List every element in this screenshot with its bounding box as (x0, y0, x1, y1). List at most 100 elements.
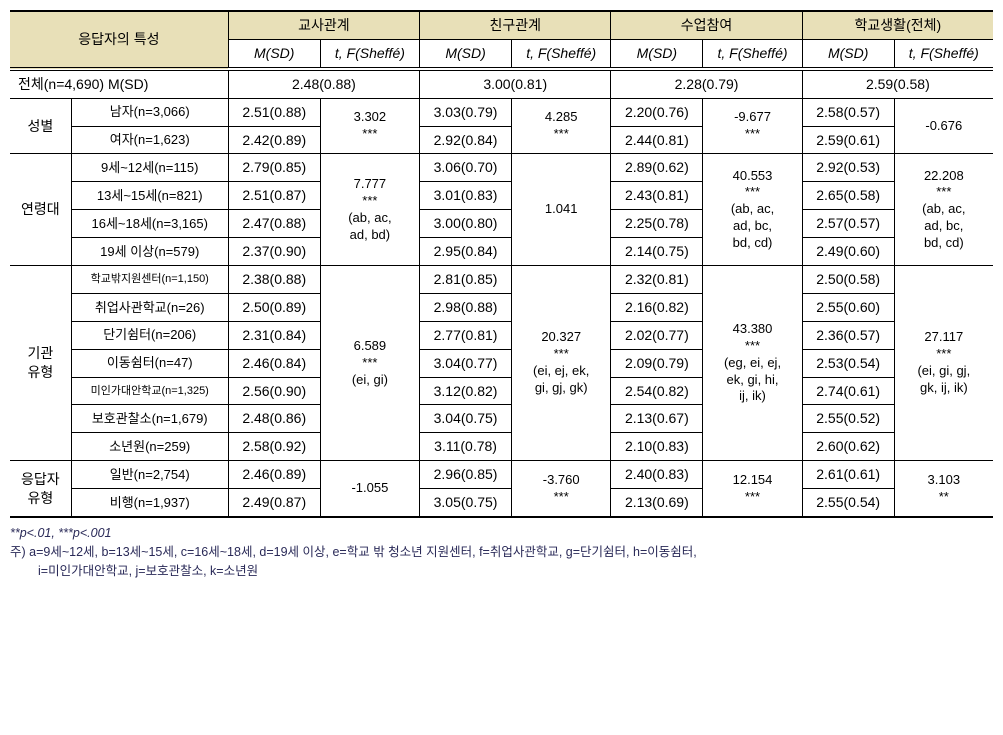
stat-cell: 43.380***(eg, ei, ej,ek, gi, hi,ij, ik) (703, 266, 802, 461)
cell: 2.47(0.88) (228, 210, 320, 238)
stat-cell: 20.327***(ei, ej, ek,gi, gj, gk) (512, 266, 611, 461)
cell: 2.53(0.54) (802, 349, 894, 377)
cell: 2.37(0.90) (228, 238, 320, 266)
row-label: 단기쉼터(n=206) (71, 321, 228, 349)
cell: 2.58(0.57) (802, 98, 894, 126)
total-v1: 2.48(0.88) (228, 69, 419, 98)
total-v3: 2.28(0.79) (611, 69, 802, 98)
cell: 2.40(0.83) (611, 461, 703, 489)
cell: 3.06(0.70) (420, 154, 512, 182)
footnote-block: **p<.01, ***p<.001 i=미인가대안학교, j=보호관찰소, k… (10, 524, 993, 580)
cell: 2.13(0.67) (611, 405, 703, 433)
subheader-tf: t, F(Sheffé) (703, 39, 802, 68)
subheader-msd: M(SD) (802, 39, 894, 68)
table-row: 미인가대안학교(n=1,325) 2.56(0.90) 3.12(0.82) 2… (10, 377, 993, 405)
total-v2: 3.00(0.81) (420, 69, 611, 98)
table-row: 16세~18세(n=3,165) 2.47(0.88) 3.00(0.80) 2… (10, 210, 993, 238)
cell: 2.74(0.61) (802, 377, 894, 405)
cell: 2.09(0.79) (611, 349, 703, 377)
header-col1: 교사관계 (228, 11, 419, 39)
cell: 3.11(0.78) (420, 433, 512, 461)
cell: 2.56(0.90) (228, 377, 320, 405)
cell: 2.98(0.88) (420, 293, 512, 321)
group-resp-label: 응답자유형 (10, 461, 71, 517)
header-col2: 친구관계 (420, 11, 611, 39)
stat-cell: 1.041 (512, 154, 611, 266)
cell: 2.92(0.84) (420, 126, 512, 154)
stat-cell: -0.676 (894, 98, 993, 154)
cell: 2.49(0.87) (228, 489, 320, 517)
cell: 2.55(0.54) (802, 489, 894, 517)
stat-cell: 3.103** (894, 461, 993, 517)
cell: 2.36(0.57) (802, 321, 894, 349)
cell: 2.59(0.61) (802, 126, 894, 154)
row-label: 일반(n=2,754) (71, 461, 228, 489)
row-label: 미인가대안학교(n=1,325) (71, 377, 228, 405)
stat-cell: 6.589***(ei, gi) (320, 266, 419, 461)
cell: 2.51(0.87) (228, 182, 320, 210)
row-label: 19세 이상(n=579) (71, 238, 228, 266)
cell: 3.04(0.75) (420, 405, 512, 433)
cell: 2.79(0.85) (228, 154, 320, 182)
cell: 2.20(0.76) (611, 98, 703, 126)
stat-cell: 7.777***(ab, ac,ad, bd) (320, 154, 419, 266)
stat-cell: -1.055 (320, 461, 419, 517)
table-row: 13세~15세(n=821) 2.51(0.87) 3.01(0.83) 2.4… (10, 182, 993, 210)
cell: 2.32(0.81) (611, 266, 703, 294)
cell: 2.44(0.81) (611, 126, 703, 154)
cell: 2.42(0.89) (228, 126, 320, 154)
row-label: 소년원(n=259) (71, 433, 228, 461)
cell: 3.00(0.80) (420, 210, 512, 238)
group-age-label: 연령대 (10, 154, 71, 266)
table-row: 비행(n=1,937) 2.49(0.87) 3.05(0.75) 2.13(0… (10, 489, 993, 517)
table-row: 보호관찰소(n=1,679) 2.48(0.86) 3.04(0.75) 2.1… (10, 405, 993, 433)
cell: 2.89(0.62) (611, 154, 703, 182)
cell: 3.05(0.75) (420, 489, 512, 517)
subheader-msd: M(SD) (611, 39, 703, 68)
row-label: 13세~15세(n=821) (71, 182, 228, 210)
subheader-msd: M(SD) (420, 39, 512, 68)
row-label: 학교밖지원센터(n=1,150) (71, 266, 228, 294)
subheader-tf: t, F(Sheffé) (320, 39, 419, 68)
stat-cell: -3.760*** (512, 461, 611, 517)
cell: 2.02(0.77) (611, 321, 703, 349)
header-col3: 수업참여 (611, 11, 802, 39)
footnote-legend: 주) a=9세~12세, b=13세~15세, c=16세~18세, d=19세… (10, 543, 993, 562)
subheader-tf: t, F(Sheffé) (512, 39, 611, 68)
cell: 2.55(0.60) (802, 293, 894, 321)
stat-cell: 4.285*** (512, 98, 611, 154)
cell: 2.54(0.82) (611, 377, 703, 405)
cell: 2.50(0.89) (228, 293, 320, 321)
row-label: 여자(n=1,623) (71, 126, 228, 154)
cell: 2.49(0.60) (802, 238, 894, 266)
footnote-legend-cont: i=미인가대안학교, j=보호관찰소, k=소년원 (10, 562, 993, 581)
stat-cell: 3.302*** (320, 98, 419, 154)
table-row: 연령대 9세~12세(n=115) 2.79(0.85) 7.777***(ab… (10, 154, 993, 182)
cell: 3.04(0.77) (420, 349, 512, 377)
cell: 2.16(0.82) (611, 293, 703, 321)
cell: 2.65(0.58) (802, 182, 894, 210)
cell: 2.61(0.61) (802, 461, 894, 489)
subheader-tf: t, F(Sheffé) (894, 39, 993, 68)
total-v4: 2.59(0.58) (802, 69, 993, 98)
cell: 2.92(0.53) (802, 154, 894, 182)
table-row: 이동쉼터(n=47) 2.46(0.84) 3.04(0.77) 2.09(0.… (10, 349, 993, 377)
header-col4: 학교생활(전체) (802, 11, 993, 39)
stats-table: 응답자의 특성 교사관계 친구관계 수업참여 학교생활(전체) M(SD) t,… (10, 10, 993, 518)
cell: 2.13(0.69) (611, 489, 703, 517)
table-row: 19세 이상(n=579) 2.37(0.90) 2.95(0.84) 2.14… (10, 238, 993, 266)
table-row: 취업사관학교(n=26) 2.50(0.89) 2.98(0.88) 2.16(… (10, 293, 993, 321)
table-row: 기관유형 학교밖지원센터(n=1,150) 2.38(0.88) 6.589**… (10, 266, 993, 294)
footnote-sig: **p<.01, ***p<.001 (10, 524, 993, 543)
row-label: 취업사관학교(n=26) (71, 293, 228, 321)
stat-cell: 22.208***(ab, ac,ad, bc,bd, cd) (894, 154, 993, 266)
total-row: 전체(n=4,690) M(SD) 2.48(0.88) 3.00(0.81) … (10, 69, 993, 98)
cell: 3.03(0.79) (420, 98, 512, 126)
row-label: 비행(n=1,937) (71, 489, 228, 517)
row-label: 보호관찰소(n=1,679) (71, 405, 228, 433)
stat-cell: 40.553***(ab, ac,ad, bc,bd, cd) (703, 154, 802, 266)
cell: 2.25(0.78) (611, 210, 703, 238)
cell: 2.55(0.52) (802, 405, 894, 433)
cell: 2.57(0.57) (802, 210, 894, 238)
stat-cell: 12.154*** (703, 461, 802, 517)
